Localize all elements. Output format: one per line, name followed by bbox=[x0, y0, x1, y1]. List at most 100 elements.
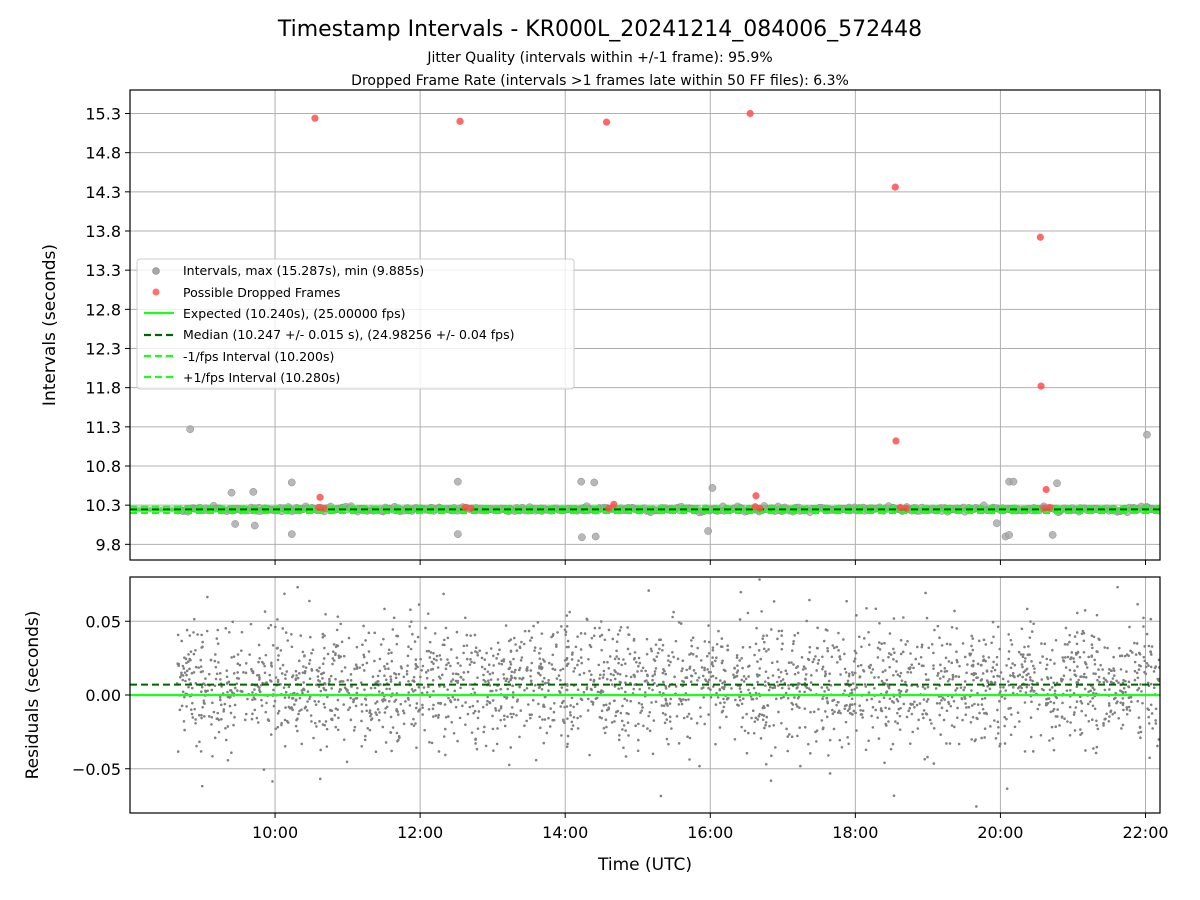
residual-point bbox=[451, 678, 455, 681]
residual-point bbox=[1006, 680, 1010, 683]
residual-point bbox=[853, 671, 857, 675]
top-y-tick-label: 9.8 bbox=[96, 535, 121, 554]
residual-point bbox=[547, 661, 551, 665]
residual-point bbox=[547, 689, 550, 693]
residual-point bbox=[998, 675, 1001, 678]
residual-point bbox=[758, 578, 761, 581]
residual-point bbox=[619, 681, 623, 684]
residual-point bbox=[331, 662, 334, 666]
residual-point bbox=[881, 659, 885, 662]
residual-point bbox=[499, 706, 503, 710]
residual-point bbox=[633, 683, 637, 686]
residual-point bbox=[368, 728, 372, 732]
residual-point bbox=[1074, 651, 1078, 655]
residual-point bbox=[533, 649, 536, 652]
residual-point bbox=[1122, 708, 1125, 712]
residual-point bbox=[851, 671, 854, 674]
residual-point bbox=[1136, 699, 1140, 703]
residual-point bbox=[401, 709, 405, 713]
residual-point bbox=[1149, 682, 1153, 686]
residual-point bbox=[1142, 625, 1145, 628]
residual-point bbox=[455, 656, 459, 660]
chart-subtitle-jitter: Jitter Quality (intervals within +/-1 fr… bbox=[426, 50, 772, 66]
residual-point bbox=[975, 805, 978, 808]
residual-point bbox=[385, 662, 389, 666]
residual-point bbox=[876, 716, 879, 719]
residual-point bbox=[502, 660, 505, 663]
residual-point bbox=[939, 733, 942, 736]
residual-point bbox=[607, 707, 611, 711]
residual-point bbox=[653, 659, 657, 663]
residual-point bbox=[690, 717, 693, 720]
residual-point bbox=[1113, 711, 1117, 714]
residual-point bbox=[945, 742, 948, 745]
top-y-tick-label: 11.8 bbox=[85, 379, 121, 398]
residual-point bbox=[390, 651, 393, 655]
residual-point bbox=[724, 669, 727, 673]
residual-point bbox=[523, 629, 527, 633]
residual-point bbox=[741, 716, 745, 719]
residual-point bbox=[551, 667, 555, 671]
residual-point bbox=[986, 681, 990, 684]
residual-point bbox=[780, 629, 784, 633]
residual-point bbox=[396, 634, 400, 638]
residual-point bbox=[689, 674, 693, 677]
residual-point bbox=[206, 689, 209, 693]
residual-point bbox=[420, 668, 423, 672]
residual-point bbox=[231, 620, 235, 624]
residual-point bbox=[362, 669, 366, 672]
residual-point bbox=[277, 709, 281, 713]
residual-point bbox=[491, 699, 495, 702]
residual-point bbox=[274, 727, 277, 731]
residual-point bbox=[720, 661, 724, 665]
residual-point bbox=[750, 697, 754, 701]
residual-point bbox=[723, 685, 726, 689]
residual-point bbox=[1032, 622, 1035, 626]
interval-outlier-point bbox=[231, 520, 240, 528]
residual-point bbox=[774, 746, 777, 749]
residual-point bbox=[438, 654, 442, 657]
residual-point bbox=[839, 711, 842, 715]
residual-point bbox=[848, 705, 852, 708]
residual-point bbox=[509, 678, 512, 682]
residual-point bbox=[908, 706, 912, 710]
residual-point bbox=[885, 690, 889, 693]
residual-point bbox=[1061, 656, 1065, 659]
residual-point bbox=[349, 696, 352, 700]
residual-point bbox=[1097, 675, 1101, 679]
residual-point bbox=[988, 687, 992, 691]
residual-point bbox=[1108, 715, 1111, 718]
residual-point bbox=[504, 624, 508, 627]
residual-point bbox=[511, 691, 515, 694]
residual-point bbox=[332, 643, 336, 646]
residual-point bbox=[283, 744, 287, 748]
residual-point bbox=[659, 794, 663, 798]
residual-point bbox=[1137, 716, 1141, 719]
residual-point bbox=[714, 742, 717, 746]
residual-point bbox=[183, 728, 186, 732]
residual-point bbox=[1005, 717, 1008, 721]
dropped-frame-point bbox=[605, 504, 613, 512]
residual-point bbox=[847, 672, 851, 676]
residual-point bbox=[539, 726, 542, 730]
residual-point bbox=[698, 764, 701, 768]
residual-point bbox=[661, 648, 664, 652]
residual-point bbox=[417, 603, 421, 606]
residual-point bbox=[855, 614, 858, 617]
residual-point bbox=[334, 677, 337, 681]
residual-point bbox=[202, 701, 206, 705]
residual-point bbox=[687, 712, 691, 716]
residual-point bbox=[487, 663, 491, 667]
residual-point bbox=[1032, 690, 1035, 693]
residual-point bbox=[874, 607, 878, 611]
residual-point bbox=[185, 661, 188, 665]
residual-point bbox=[312, 736, 315, 740]
residual-point bbox=[383, 698, 387, 702]
residual-point bbox=[1112, 674, 1116, 677]
residual-point bbox=[812, 658, 816, 661]
residual-point bbox=[832, 698, 836, 702]
residual-point bbox=[321, 677, 324, 680]
residual-point bbox=[953, 609, 956, 613]
residual-point bbox=[739, 690, 743, 694]
residual-point bbox=[299, 634, 303, 637]
